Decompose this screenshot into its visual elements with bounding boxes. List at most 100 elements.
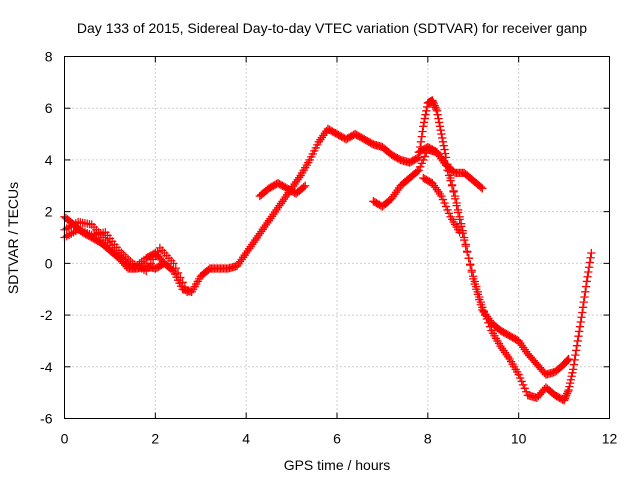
data-point: [565, 382, 574, 391]
data-point: [441, 153, 451, 162]
data-point: [419, 118, 429, 127]
data-point: [449, 186, 458, 196]
marks-layer: [60, 96, 596, 405]
y-tick-label: 0: [45, 255, 53, 271]
data-point: [460, 233, 469, 242]
data-point: [313, 140, 322, 149]
data-point: [180, 282, 190, 292]
data-point: [522, 387, 531, 396]
data-point: [416, 162, 425, 171]
y-tick-label: 2: [45, 204, 53, 220]
x-tick-label: 10: [511, 431, 527, 447]
data-point: [307, 152, 316, 162]
data-point: [426, 178, 436, 187]
data-point: [456, 219, 466, 228]
data-point: [584, 263, 594, 272]
data-point: [567, 372, 576, 381]
series-pass-C: [60, 217, 169, 273]
data-point: [566, 375, 576, 384]
x-tick-label: 4: [242, 431, 250, 447]
data-point: [461, 240, 470, 249]
data-point: [444, 209, 454, 218]
data-point: [563, 355, 573, 365]
data-point: [438, 195, 448, 204]
data-point: [416, 137, 426, 146]
data-point: [367, 139, 376, 148]
y-tick-label: 6: [45, 100, 53, 116]
data-point: [414, 166, 423, 175]
data-point: [422, 106, 431, 115]
y-tick-label: 4: [45, 152, 53, 168]
data-point: [473, 290, 482, 299]
series-pass-G: [419, 173, 464, 237]
data-point: [577, 313, 586, 322]
data-point: [170, 269, 180, 279]
data-point: [576, 317, 585, 327]
data-point: [580, 292, 589, 302]
data-point: [176, 273, 185, 282]
data-point: [437, 129, 446, 139]
data-point: [476, 300, 485, 309]
data-point: [421, 110, 430, 119]
data-point: [301, 181, 310, 190]
data-point: [149, 249, 158, 259]
x-axis-label: GPS time / hours: [284, 457, 391, 473]
data-point: [475, 295, 484, 304]
axis-layer: 0 2 4 6 8 10 12 -6 -4 -2 0 2 4 6 8: [40, 49, 617, 447]
data-point: [417, 132, 426, 141]
data-point: [419, 155, 428, 165]
data-point: [564, 385, 573, 395]
data-point: [173, 268, 183, 277]
data-point: [438, 133, 447, 143]
data-point: [513, 335, 522, 345]
data-point: [413, 167, 422, 176]
data-point: [178, 278, 187, 287]
data-point: [582, 277, 591, 286]
data-point: [583, 272, 592, 281]
x-tick-label: 0: [61, 431, 69, 447]
data-point: [305, 155, 314, 165]
data-point: [417, 159, 426, 168]
data-point: [175, 279, 184, 288]
data-point: [441, 149, 450, 158]
data-point: [308, 149, 317, 159]
series-pass-F: [414, 142, 487, 193]
data-point: [439, 141, 448, 150]
data-point: [171, 263, 180, 273]
data-point: [574, 332, 583, 341]
data-point: [418, 127, 427, 136]
data-point: [572, 341, 582, 350]
data-point: [160, 259, 169, 268]
data-point: [514, 370, 523, 379]
data-point: [310, 146, 319, 156]
data-point: [587, 248, 596, 258]
data-point: [570, 355, 579, 365]
data-point: [434, 114, 443, 123]
data-point: [568, 368, 577, 377]
data-point: [466, 260, 475, 270]
data-point: [519, 380, 528, 390]
data-point: [422, 102, 432, 112]
data-point: [433, 110, 442, 119]
x-tick-label: 2: [151, 431, 159, 447]
data-point: [169, 259, 178, 268]
data-point: [446, 176, 455, 185]
data-point: [564, 354, 573, 364]
data-point: [447, 181, 457, 190]
data-point: [450, 191, 460, 201]
data-point: [453, 205, 463, 215]
data-point: [435, 118, 444, 127]
data-point: [579, 297, 588, 307]
data-point: [565, 379, 575, 388]
data-point: [385, 195, 395, 205]
data-point: [444, 171, 454, 180]
data-point: [413, 154, 422, 163]
data-point: [443, 205, 452, 215]
data-point: [578, 308, 587, 317]
data-point: [517, 377, 526, 386]
data-point: [581, 282, 591, 291]
y-tick-label: -6: [40, 411, 53, 427]
data-point: [419, 122, 428, 131]
data-point: [584, 267, 593, 277]
